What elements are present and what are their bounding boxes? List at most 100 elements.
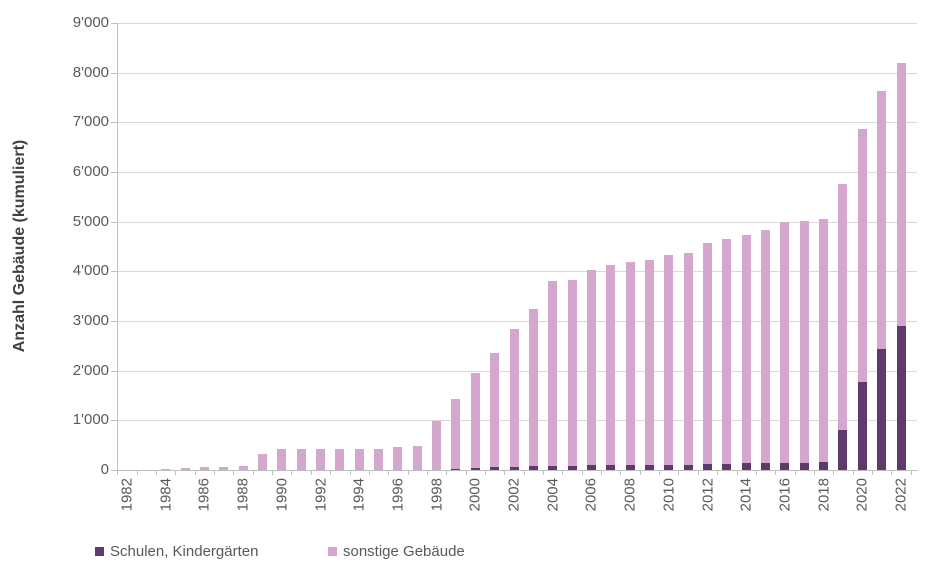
bar-2010-schulen (664, 464, 674, 470)
x-tick-22 (543, 471, 545, 475)
gridline-7000 (117, 122, 917, 124)
gridline-3000 (117, 321, 917, 322)
bar-2011-sonstige (683, 252, 693, 465)
x-tick-label-1984: 1984 (157, 478, 175, 512)
bar-1994-sonstige (354, 448, 364, 470)
x-tick-19 (484, 471, 486, 475)
bar-1985-sonstige (180, 468, 190, 470)
legend-label-schulen: Schulen, Kindergärten (110, 543, 259, 560)
bar-2012-schulen (703, 464, 712, 470)
bar-2003-sonstige (528, 309, 538, 467)
x-tick-label-2020: 2020 (853, 478, 871, 512)
bar-2009-sonstige (644, 259, 654, 465)
bar-2013-schulen (722, 463, 732, 470)
y-tick-8000 (111, 72, 117, 74)
y-tick-label-7000: 7'000 (72, 113, 109, 131)
x-tick-24 (581, 471, 583, 475)
bar-2000-sonstige (470, 373, 480, 469)
bar-2002-sonstige (509, 329, 519, 467)
x-tick-25 (601, 471, 603, 475)
x-tick-9 (291, 471, 293, 475)
bar-2022-sonstige (896, 62, 906, 326)
y-tick-label-6000: 6'000 (72, 163, 109, 180)
bar-2001-sonstige (490, 353, 500, 468)
x-tick-label-2010: 2010 (660, 478, 678, 512)
x-tick-33 (755, 471, 757, 475)
legend-label-sonstige: sonstige Gebäude (343, 543, 465, 560)
x-tick-6 (233, 471, 235, 475)
x-tick-31 (717, 471, 719, 475)
bar-2007-sonstige (606, 265, 616, 466)
bar-2010-sonstige (664, 254, 674, 465)
bar-1996-sonstige (393, 446, 403, 470)
x-tick-32 (736, 471, 738, 475)
bar-2017-sonstige (799, 221, 809, 463)
x-tick-26 (620, 471, 622, 475)
x-tick-39 (871, 471, 873, 475)
x-tick-5 (214, 471, 216, 475)
bar-2017-schulen (799, 462, 809, 470)
bar-1992-sonstige (316, 448, 325, 470)
x-tick-label-1986: 1986 (195, 478, 213, 512)
x-tick-label-1996: 1996 (389, 478, 407, 512)
legend-item-sonstige: sonstige Gebäude (328, 543, 465, 560)
x-tick-label-1998: 1998 (428, 478, 446, 512)
y-tick-label-3000: 3'000 (72, 312, 109, 329)
x-tick-28 (659, 471, 661, 475)
bar-1986-sonstige (199, 467, 209, 470)
bar-2007-schulen (606, 465, 616, 470)
x-tick-label-1982: 1982 (118, 478, 136, 512)
bar-1999-sonstige (451, 399, 461, 470)
x-tick-label-2006: 2006 (582, 478, 600, 512)
bar-1997-sonstige (412, 445, 422, 470)
x-tick-10 (310, 471, 312, 475)
bar-2021-sonstige (877, 91, 887, 350)
x-tick-label-1988: 1988 (234, 478, 252, 512)
x-tick-label-2000: 2000 (466, 478, 484, 512)
gridline-9000 (117, 23, 917, 24)
bar-2000-schulen (470, 468, 480, 470)
x-tick-40 (891, 471, 893, 475)
x-tick-label-1990: 1990 (273, 478, 291, 512)
legend-swatch-sonstige (328, 547, 337, 556)
x-tick-3 (175, 471, 177, 475)
y-tick-4000 (111, 271, 117, 273)
bar-2004-sonstige (548, 281, 558, 466)
y-tick-label-1000: 1'000 (72, 411, 109, 429)
bar-1999-schulen (451, 469, 461, 470)
bar-2008-sonstige (625, 262, 635, 466)
x-tick-23 (562, 471, 564, 475)
bar-1990-sonstige (277, 448, 287, 470)
x-tick-16 (426, 471, 428, 475)
bar-2022-schulen (896, 325, 906, 470)
x-tick-30 (697, 471, 699, 475)
x-tick-35 (794, 471, 796, 475)
bar-2003-schulen (528, 466, 538, 470)
y-tick-6000 (111, 172, 117, 173)
gridline-4000 (117, 271, 917, 273)
y-tick-label-5000: 5'000 (72, 212, 109, 230)
y-tick-1000 (111, 420, 117, 422)
x-tick-8 (272, 471, 274, 475)
bar-2020-schulen (857, 382, 867, 470)
x-tick-17 (446, 471, 448, 475)
bar-2009-schulen (644, 464, 654, 470)
x-tick-27 (639, 471, 641, 475)
bar-2012-sonstige (703, 242, 712, 465)
x-tick-label-2008: 2008 (621, 478, 639, 512)
bar-2018-sonstige (819, 218, 829, 463)
x-tick-41 (910, 471, 912, 475)
bar-2005-schulen (567, 465, 577, 470)
y-tick-2000 (111, 370, 117, 372)
x-tick-label-2002: 2002 (505, 478, 523, 512)
gridline-8000 (117, 72, 917, 74)
x-tick-12 (349, 471, 351, 475)
bar-2002-schulen (509, 466, 519, 470)
bar-1993-sonstige (335, 448, 345, 470)
y-tick-label-2000: 2'000 (72, 361, 109, 379)
bar-2008-schulen (625, 465, 635, 470)
bar-2011-schulen (683, 464, 693, 470)
bar-2014-schulen (741, 463, 751, 470)
x-axis-line (117, 470, 918, 471)
x-tick-36 (813, 471, 815, 475)
